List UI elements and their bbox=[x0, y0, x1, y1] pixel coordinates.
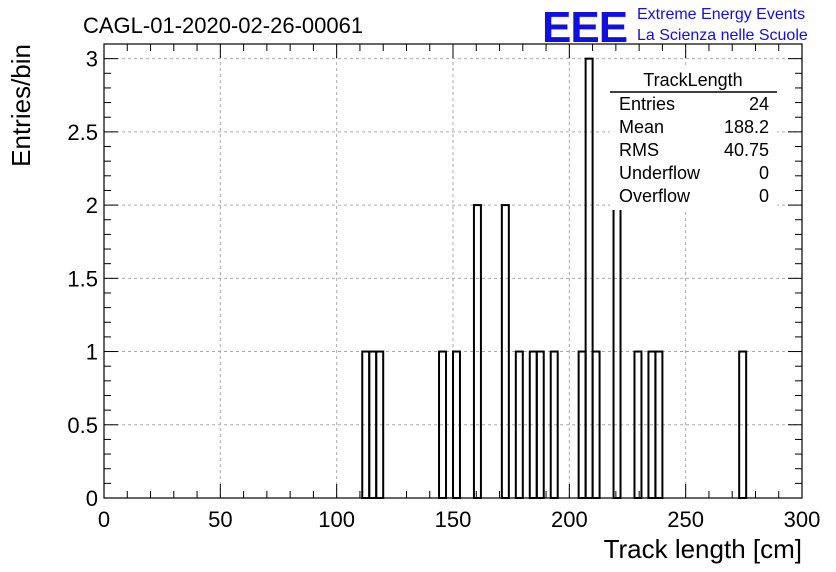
x-tick-label: 0 bbox=[98, 507, 110, 532]
x-tick-label: 200 bbox=[551, 507, 588, 532]
y-axis-label: Entries/bin bbox=[6, 44, 36, 167]
y-tick-label: 3 bbox=[86, 47, 98, 72]
y-tick-label: 1 bbox=[86, 340, 98, 365]
x-tick-label: 50 bbox=[208, 507, 232, 532]
x-tick-label: 100 bbox=[318, 507, 355, 532]
y-tick-label: 1.5 bbox=[67, 266, 98, 291]
axis-ticks bbox=[103, 43, 803, 499]
stats-row-value: 188.2 bbox=[724, 117, 769, 137]
x-tick-label: 300 bbox=[784, 507, 821, 532]
y-tick-label: 2.5 bbox=[67, 120, 98, 145]
chart-title: CAGL-01-2020-02-26-00061 bbox=[83, 13, 363, 38]
stats-row-label: Entries bbox=[619, 94, 675, 114]
stats-row-label: Overflow bbox=[619, 186, 691, 206]
eee-logo: EEE Extreme Energy Events La Scienza nel… bbox=[542, 3, 808, 52]
x-axis-label: Track length [cm] bbox=[604, 534, 802, 564]
y-tick-label: 0.5 bbox=[67, 413, 98, 438]
eee-logo-mark: EEE bbox=[542, 3, 627, 52]
stats-row-value: 40.75 bbox=[724, 140, 769, 160]
stats-row-value: 0 bbox=[759, 163, 769, 183]
stats-row-value: 0 bbox=[759, 186, 769, 206]
y-tick-label: 0 bbox=[86, 486, 98, 511]
stats-row-label: RMS bbox=[619, 140, 659, 160]
stats-row-label: Underflow bbox=[619, 163, 701, 183]
stats-row-label: Mean bbox=[619, 117, 664, 137]
x-tick-label: 250 bbox=[667, 507, 704, 532]
stats-box: TrackLength Entries 24 Mean 188.2 RMS 40.75 Un… bbox=[610, 68, 777, 210]
eee-logo-line2: La Scienza nelle Scuole bbox=[637, 27, 808, 44]
y-tick-label: 2 bbox=[86, 193, 98, 218]
stats-rows: Entries 24 Mean 188.2 RMS 40.75 Underflow 0 Over… bbox=[619, 94, 769, 206]
stats-row-value: 24 bbox=[749, 94, 769, 114]
y-tick-labels: 0 0.5 1 1.5 2 2.5 3 bbox=[67, 47, 98, 511]
x-tick-label: 150 bbox=[435, 507, 472, 532]
x-tick-labels: 0 50 100 150 200 250 300 bbox=[98, 507, 820, 532]
eee-logo-line1: Extreme Energy Events bbox=[637, 6, 805, 23]
stats-box-title: TrackLength bbox=[643, 70, 742, 90]
